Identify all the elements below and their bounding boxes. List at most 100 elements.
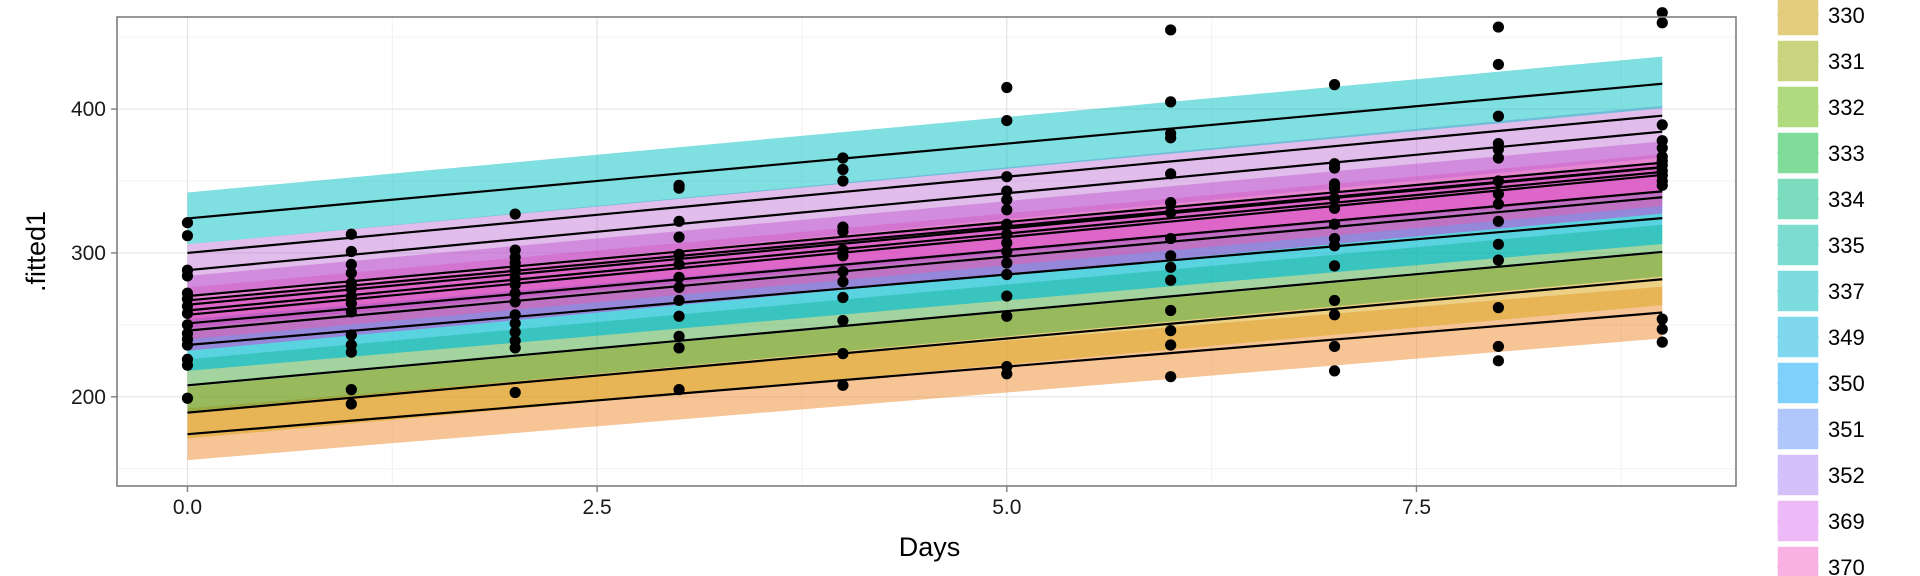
data-point (673, 231, 685, 243)
data-point (509, 326, 521, 338)
legend-label: 334 (1828, 187, 1865, 212)
data-point (673, 182, 685, 194)
data-point (1328, 294, 1341, 307)
data-point (673, 215, 685, 227)
legend-label: 370 (1828, 555, 1865, 576)
data-point (1656, 313, 1668, 325)
data-point (345, 297, 357, 309)
data-point (837, 348, 849, 360)
data-point (1492, 143, 1504, 155)
panel-border (116, 16, 1737, 487)
data-point (1328, 79, 1341, 91)
data-point (1165, 304, 1177, 317)
data-point (837, 266, 849, 278)
fitted-line (187, 82, 1663, 220)
data-point (837, 225, 849, 237)
data-point (673, 248, 685, 260)
y-tick-label: 400 (71, 98, 106, 121)
fitted-lines (187, 82, 1663, 436)
data-point (1165, 207, 1177, 219)
legend-label: 350 (1828, 371, 1865, 396)
legend-label: 349 (1828, 325, 1865, 350)
fitted-line (187, 130, 1663, 272)
fitted-line (187, 217, 1663, 347)
data-point (345, 228, 357, 240)
data-point (1492, 238, 1504, 250)
data-point (345, 346, 357, 358)
data-point (1001, 228, 1013, 240)
data-point (1328, 240, 1341, 252)
data-point (1001, 268, 1013, 281)
data-point (1165, 371, 1177, 383)
data-point (181, 217, 194, 229)
data-point (673, 271, 685, 283)
data-point (837, 152, 849, 164)
data-point (1001, 290, 1013, 302)
data-point (1165, 339, 1177, 351)
legend-label: 352 (1828, 463, 1865, 488)
legend-label: 331 (1828, 49, 1865, 74)
data-point (1001, 171, 1013, 183)
data-point (837, 291, 849, 304)
data-point (1001, 218, 1013, 230)
y-axis-title: .fitted1 (21, 211, 51, 292)
data-point (837, 175, 849, 187)
data-point (1656, 323, 1668, 335)
data-point (673, 342, 685, 354)
x-tick-label: 2.5 (583, 496, 612, 519)
data-point (1001, 237, 1013, 249)
data-point (1001, 185, 1013, 197)
data-point (1656, 336, 1668, 348)
data-point (1165, 274, 1177, 286)
fitted-line (187, 250, 1663, 387)
data-point (1001, 257, 1013, 269)
fitted-line (187, 114, 1663, 255)
data-point (673, 310, 685, 322)
data-point (837, 250, 849, 262)
fitted-line (187, 311, 1663, 436)
data-point (345, 329, 357, 341)
data-point (1492, 175, 1504, 187)
legend-label: 330 (1828, 3, 1865, 28)
fitted-line (187, 190, 1663, 325)
data-point (1492, 152, 1504, 164)
data-point (1656, 119, 1668, 131)
data-point (1165, 261, 1177, 273)
data-point (1001, 368, 1013, 380)
legend-label: 337 (1828, 279, 1865, 304)
data-point (345, 306, 357, 318)
data-point (1492, 58, 1504, 71)
data-point (837, 379, 849, 391)
data-point (1492, 302, 1504, 314)
data-point (1656, 17, 1668, 29)
data-point (345, 384, 357, 396)
data-point (837, 163, 849, 176)
y-tick-label: 300 (71, 242, 106, 265)
fitted-line (187, 165, 1663, 302)
data-point (1001, 245, 1013, 258)
data-point (1492, 215, 1504, 227)
data-point (673, 258, 685, 271)
data-point (1328, 202, 1341, 214)
data-point (1656, 142, 1668, 154)
fitted-line (187, 173, 1663, 316)
data-point (181, 307, 194, 319)
data-point (1328, 182, 1341, 194)
data-point (1328, 260, 1341, 272)
x-tick-label: 7.5 (1402, 496, 1431, 519)
x-tick-label: 5.0 (992, 496, 1021, 519)
data-point (1328, 365, 1341, 377)
data-point (181, 392, 194, 404)
fitted-line (187, 196, 1663, 332)
data-point (509, 208, 521, 220)
data-point (1492, 198, 1504, 210)
data-point (1492, 254, 1504, 266)
legend-label: 369 (1828, 509, 1865, 534)
data-point (345, 258, 357, 271)
data-point (1328, 192, 1341, 204)
x-axis: 0.0 2.5 5.0 7.5 (173, 486, 1431, 519)
x-axis-title: Days (899, 532, 961, 562)
legend-label: 333 (1828, 141, 1865, 166)
data-point (837, 314, 849, 327)
